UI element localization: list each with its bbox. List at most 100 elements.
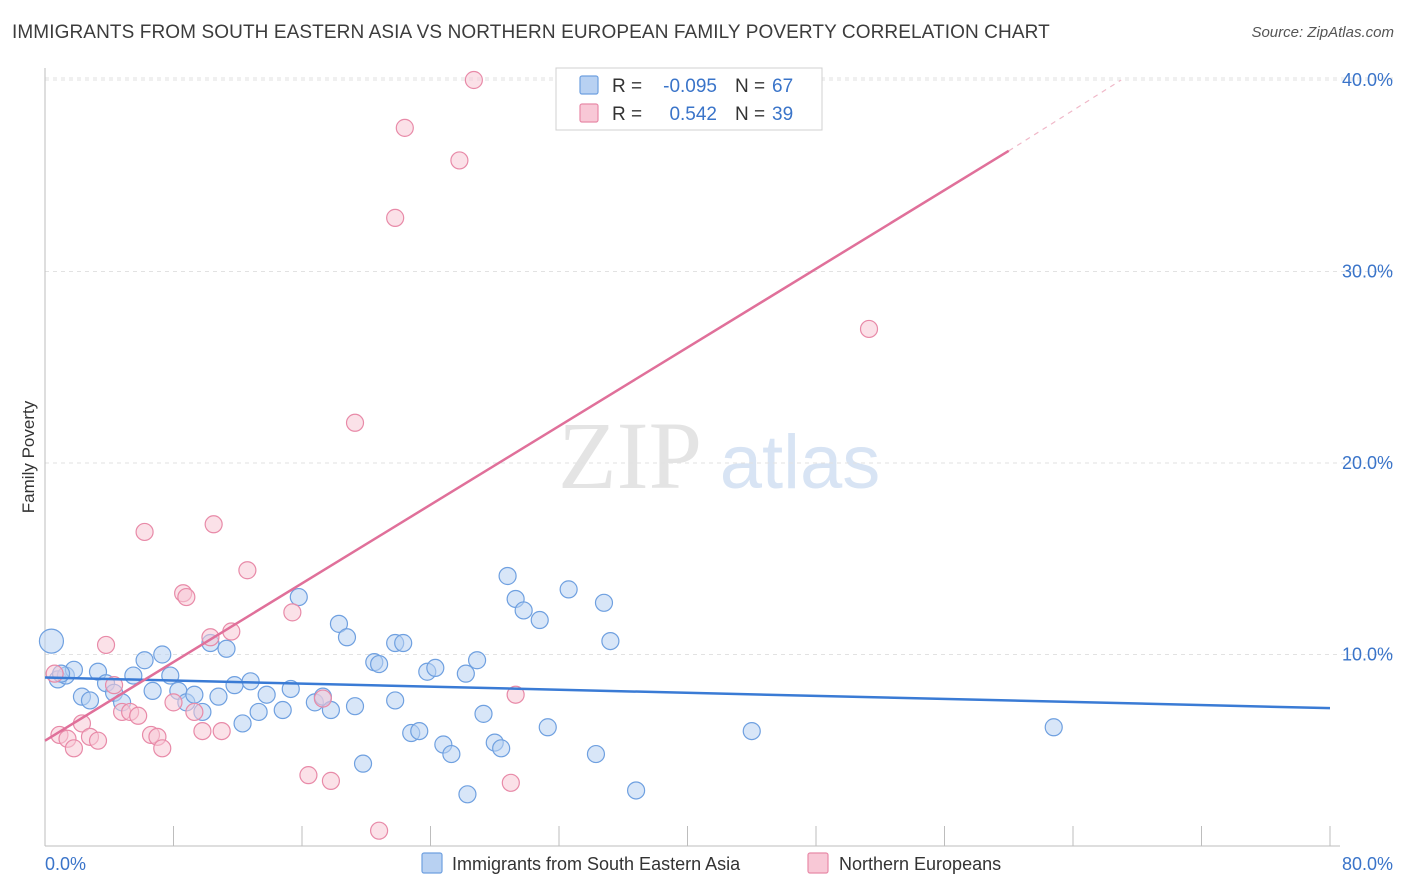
point-southeast-asia-20 [209,687,228,706]
trend-lines [44,79,1331,742]
point-northern-europeans-30 [345,413,365,432]
stats-n-label-pink: N = [735,104,765,125]
point-southeast-asia-57 [530,610,549,630]
point-southeast-asia-65 [1044,718,1063,737]
point-southeast-asia-60 [586,744,606,764]
stats-r-value-blue: -0.095 [663,76,717,97]
stats-legend-swatch-pink [579,103,599,123]
point-northern-europeans-25 [238,561,257,580]
point-southeast-asia-25 [249,702,268,722]
point-southeast-asia-21 [217,639,236,658]
point-northern-europeans-34 [450,151,469,170]
chart-title: IMMIGRANTS FROM SOUTH EASTERN ASIA VS NO… [12,22,1050,43]
point-southeast-asia-0 [38,628,65,654]
point-northern-europeans-28 [313,689,332,708]
stats-legend-swatch-blue [579,75,599,95]
stats-r-value-pink: 0.542 [669,104,717,125]
point-southeast-asia-33 [329,614,349,633]
legend-label-northern-europeans: Northern Europeans [839,854,1001,874]
watermark-zip: ZIP [558,402,702,509]
point-southeast-asia-26 [257,685,276,704]
point-southeast-asia-22 [225,676,244,695]
point-southeast-asia-49 [458,785,477,804]
point-southeast-asia-45 [426,658,445,678]
point-southeast-asia-50 [467,651,487,670]
point-southeast-asia-5 [80,691,100,710]
legend-label-southeast-asia: Immigrants from South Eastern Asia [452,854,741,874]
point-southeast-asia-34 [337,628,357,647]
point-northern-europeans-36 [501,773,520,792]
point-northern-europeans-31 [370,821,389,840]
point-southeast-asia-11 [135,651,154,670]
point-southeast-asia-59 [559,580,578,599]
point-southeast-asia-51 [474,704,493,723]
data-points [38,70,1063,840]
y-tick-label-40: 40.0% [1342,70,1393,90]
point-northern-europeans-27 [299,766,318,785]
y-tick-label-30: 30.0% [1342,262,1393,282]
point-southeast-asia-41 [394,633,413,653]
point-northern-europeans-12 [135,522,154,542]
point-northern-europeans-26 [283,603,302,622]
point-southeast-asia-63 [626,781,646,800]
point-southeast-asia-62 [601,631,620,651]
stats-n-value-blue: 67 [772,76,793,97]
x-axis-ticks [44,826,1331,846]
point-southeast-asia-39 [386,691,405,710]
point-northern-europeans-32 [386,208,405,227]
point-northern-europeans-3 [64,739,84,758]
point-southeast-asia-61 [594,593,614,612]
stats-n-label-blue: N = [735,76,765,97]
point-northern-europeans-6 [88,731,108,750]
trend-line-northern-europeans [44,149,1010,742]
point-northern-europeans-18 [177,587,196,607]
point-southeast-asia-29 [289,587,308,607]
point-northern-europeans-23 [212,721,231,741]
x-tick-label-min: 0.0% [45,854,86,874]
legend-swatch-northern-europeans [807,852,829,874]
y-axis-tick-labels: 10.0% 20.0% 30.0% 40.0% [1342,70,1393,665]
y-axis-label: Family Poverty [19,400,38,513]
stats-legend: R = -0.095 N = 67 R = 0.542 N = 39 [555,67,823,131]
point-northern-europeans-33 [395,118,414,137]
point-southeast-asia-56 [514,601,533,620]
point-southeast-asia-28 [281,679,300,699]
point-northern-europeans-38 [859,319,879,339]
point-northern-europeans-0 [45,664,64,683]
trend-line-extension-northern-europeans [1008,79,1122,152]
point-southeast-asia-64 [742,721,761,741]
legend-swatch-southeast-asia [421,852,443,874]
point-northern-europeans-8 [104,676,124,695]
point-southeast-asia-48 [456,664,475,683]
point-southeast-asia-12 [143,681,162,700]
point-southeast-asia-43 [410,721,429,741]
stats-legend-box [555,67,823,131]
y-tick-label-10: 10.0% [1342,645,1393,665]
stats-r-label-blue: R = [612,76,642,97]
source-label: Source: ZipAtlas.com [1251,24,1394,41]
x-tick-label-max: 80.0% [1342,854,1393,874]
point-northern-europeans-19 [185,702,204,722]
stats-n-value-pink: 39 [772,104,793,125]
point-northern-europeans-22 [204,515,223,534]
series-legend: Immigrants from South Eastern Asia North… [421,852,1001,874]
stats-r-label-pink: R = [612,104,642,125]
point-southeast-asia-54 [498,566,517,586]
point-northern-europeans-16 [164,693,183,712]
point-southeast-asia-23 [233,714,252,733]
point-southeast-asia-47 [442,744,461,764]
point-southeast-asia-53 [492,739,511,758]
trend-line-southeast-asia [44,676,1331,710]
point-southeast-asia-36 [353,754,373,773]
point-southeast-asia-58 [538,718,557,737]
point-southeast-asia-35 [345,697,365,716]
point-southeast-asia-27 [273,700,292,720]
point-northern-europeans-11 [129,706,148,725]
point-northern-europeans-29 [321,771,341,790]
point-southeast-asia-13 [153,645,172,664]
point-northern-europeans-20 [193,721,212,741]
point-northern-europeans-35 [464,70,483,90]
point-northern-europeans-15 [153,739,172,758]
point-southeast-asia-17 [185,685,204,704]
